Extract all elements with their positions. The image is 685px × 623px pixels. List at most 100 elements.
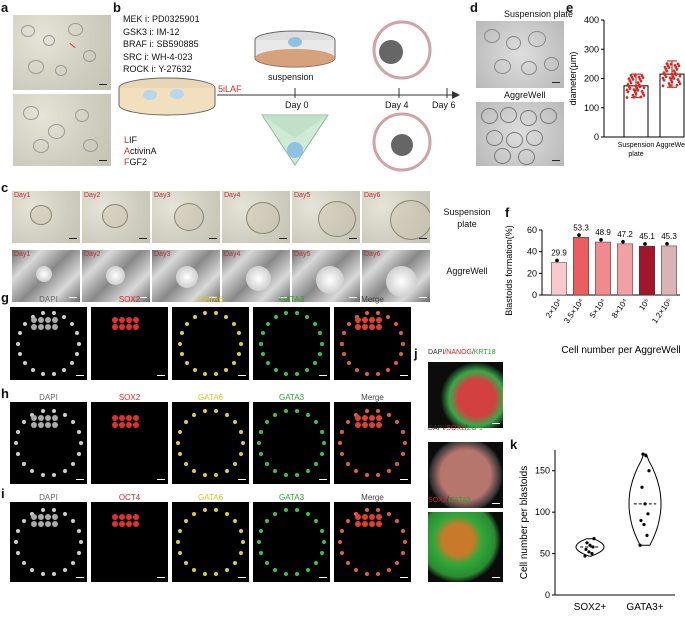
scale-bar [279,297,287,298]
nucleus [354,421,361,428]
aggregate [176,266,198,288]
nucleus [364,507,369,512]
nucleus [214,507,219,512]
scale-bar [139,297,147,298]
fluorescence-image [91,402,168,484]
bar [595,241,611,296]
nucleus [178,341,182,346]
aggregate [318,201,356,237]
nucleus [395,519,400,524]
nucleus [214,473,219,477]
data-point [637,75,641,79]
nucleus [179,351,184,356]
panel-label-h: h [1,386,9,401]
nucleus [16,341,20,346]
nucleus [264,420,269,425]
fluorescence-image [10,307,87,380]
channel-label: Merge [361,493,384,502]
violin [575,538,605,557]
day-label: Day1 [14,251,31,258]
nucleus [376,507,381,512]
channel-label: SOX2 [118,295,141,304]
nucleus [213,311,218,316]
nucleus [314,560,319,565]
fluorescence-image [91,502,168,582]
nucleus [361,317,368,323]
scale-bar [400,479,408,480]
nucleus [31,367,36,372]
channel-label: GATA6 [197,295,224,304]
y-tick-label: 0 [532,290,537,300]
factor-item: LIF [124,135,138,145]
fluorescence-image [253,502,330,582]
nucleus [61,367,66,372]
data-point [588,543,592,547]
data-point [640,74,644,77]
data-point [640,485,644,489]
nucleus [44,421,51,428]
fluorescence-image [172,502,249,582]
nucleus [30,469,35,474]
nucleus [202,408,207,413]
panel-j-label: DAPI/NANOG/KRT18 [428,349,508,356]
nucleus [395,420,400,425]
nucleus [118,520,125,527]
nucleus [375,421,382,428]
nucleus [239,528,244,533]
data-point [592,537,596,541]
data-point [643,502,647,506]
nucleus [185,321,190,326]
data-point [621,239,625,244]
nucleus [40,473,45,477]
nucleus [314,420,319,425]
nucleus [354,469,359,474]
stain-name: / [471,349,474,356]
panel-label-c: c [1,180,9,195]
nucleus [365,371,370,376]
nucleus [75,331,80,336]
panel-label-a: a [1,0,9,15]
nucleus [260,331,265,336]
nucleus [258,429,263,434]
nucleus [51,371,56,376]
nucleus [14,540,18,544]
day-label: Day5 [294,192,311,199]
nucleus [30,414,37,421]
panel-label-f: f [505,205,510,220]
stain-name: NANOG [446,349,472,356]
data-point [583,554,587,558]
nucleus [364,572,369,576]
scale-bar [76,479,84,480]
scale-bar [419,238,427,239]
nucleus [177,429,182,434]
violin [628,453,662,546]
nucleus [361,520,368,527]
nucleus [376,473,381,477]
fluorescence-image [334,307,411,380]
scale-bar [209,297,217,298]
aggregate [174,203,204,231]
nucleus [111,520,118,527]
scale-bar [238,577,246,578]
nucleus [375,414,382,421]
nucleus [361,414,368,421]
scale-bar [419,297,427,298]
nucleus [192,469,197,474]
scale-bar [209,238,217,239]
panel-label-b: b [113,0,121,15]
scale-bar [238,479,246,480]
nucleus [345,519,350,524]
stain-name: DAPI [428,425,445,432]
panel-label-d: d [470,0,478,15]
nucleus [295,408,300,413]
nucleus [375,513,382,520]
value-label: 47.2 [617,230,633,239]
nucleus [274,367,279,372]
data-point [676,62,680,66]
fluorescence-image [334,502,411,582]
data-point [672,69,676,73]
nucleus [312,361,317,366]
nucleus [51,421,58,428]
scale-bar [349,297,357,298]
nucleus [304,367,309,372]
